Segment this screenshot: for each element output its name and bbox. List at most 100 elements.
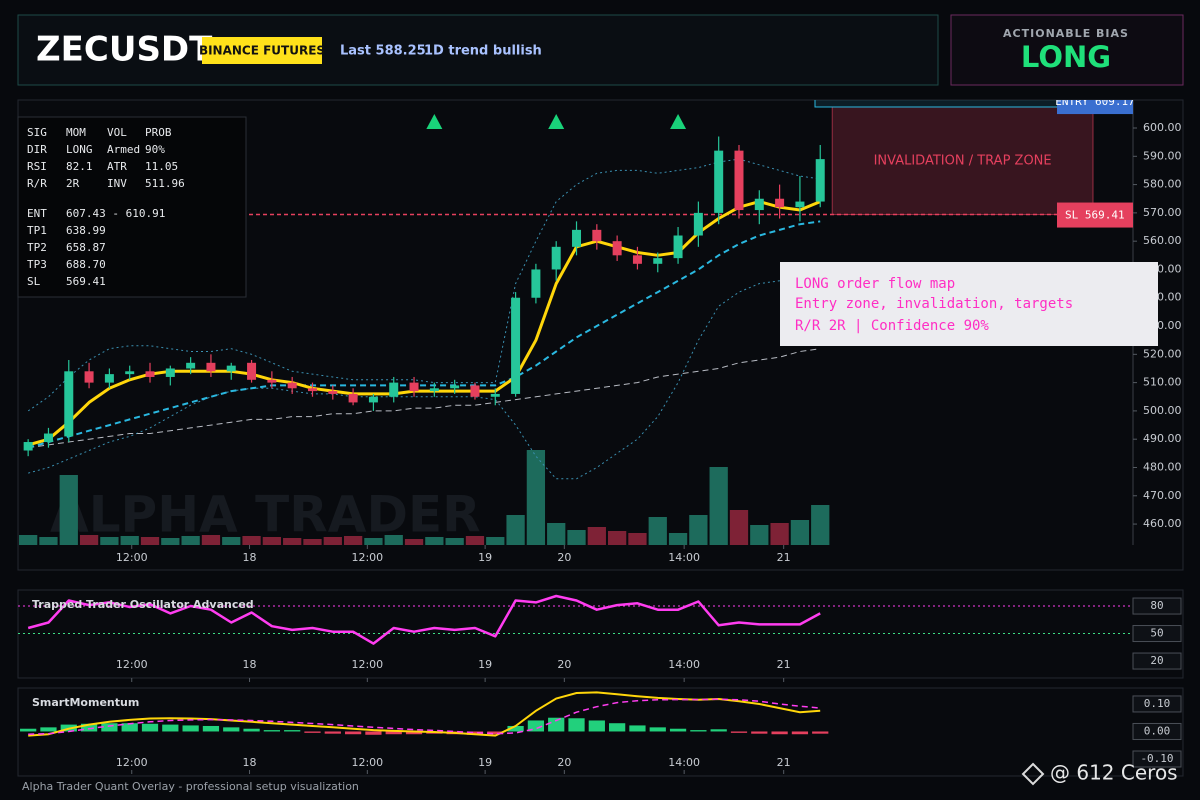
histogram-bar — [791, 731, 809, 735]
x-tick-label: 12:00 — [351, 756, 383, 769]
y-tick-label: 20 — [1150, 654, 1163, 667]
bias-value: LONG — [1021, 40, 1111, 74]
y-tick-label: 580.00 — [1143, 178, 1182, 191]
info-cell: 638.99 — [66, 224, 106, 237]
candle-body — [389, 382, 399, 397]
info-cell: 658.87 — [66, 241, 106, 254]
histogram-bar — [487, 731, 504, 735]
info-cell: 11.05 — [145, 160, 178, 173]
y-tick-label: 80 — [1150, 599, 1163, 612]
histogram-bar — [344, 731, 362, 735]
histogram-bar — [324, 731, 341, 734]
candle-body — [247, 362, 257, 380]
candle-body — [673, 235, 683, 259]
oscillator-line — [27, 594, 821, 645]
volume-bar — [161, 538, 180, 545]
candle-body — [714, 150, 724, 213]
info-cell: INV — [107, 177, 127, 190]
candle-body — [653, 258, 663, 264]
volume-bar — [689, 515, 708, 545]
x-tick-label: 12:00 — [351, 658, 383, 671]
y-tick-label: -0.10 — [1140, 752, 1173, 765]
momentum-panel — [17, 687, 1184, 777]
y-tick-label: 50 — [1150, 627, 1163, 640]
volume-bar — [607, 531, 627, 545]
volume-bar — [587, 527, 606, 545]
volume-bar — [100, 537, 119, 545]
entry-label: ENTRY 609.17 — [1055, 95, 1134, 108]
watermark: ALPHA TRADER — [50, 486, 481, 544]
histogram-bar — [243, 728, 260, 732]
momentum-plot — [20, 691, 829, 737]
histogram-bar — [365, 731, 382, 735]
x-tick-label: 14:00 — [668, 658, 700, 671]
histogram-bar — [182, 725, 199, 732]
info-cell: DIR — [27, 143, 47, 156]
histogram-bar — [527, 720, 545, 732]
x-tick-label: 18 — [243, 658, 257, 671]
info-cell: 607.43 - 610.91 — [66, 207, 165, 220]
histogram-bar — [162, 724, 179, 732]
stop-label: SL 569.41 — [1065, 209, 1125, 222]
y-tick-box — [1132, 652, 1182, 670]
info-table-box — [17, 116, 247, 298]
histogram-bar — [649, 727, 666, 732]
momentum-line — [28, 691, 821, 737]
overlay-line — [28, 274, 821, 480]
volume-bar — [242, 536, 261, 545]
volume-bar — [648, 517, 667, 545]
y-tick-label: 510.00 — [1143, 376, 1182, 389]
exchange-badge — [202, 37, 322, 64]
info-cell: LONG — [66, 143, 93, 156]
invalidation-zone — [831, 106, 1094, 216]
x-tick-label: 21 — [777, 658, 791, 671]
histogram-bar — [548, 717, 565, 732]
footer: Alpha Trader Quant Overlay - professiona… — [22, 780, 359, 793]
volume-bar — [770, 523, 789, 545]
volume-bar — [668, 533, 688, 545]
zone-label: INVALIDATION / TRAP ZONE — [874, 153, 1052, 168]
candle-body — [754, 198, 764, 211]
histogram-bar — [669, 728, 687, 732]
exchange: BINANCE FUTURES — [199, 44, 325, 58]
volume-bar — [140, 537, 160, 545]
volume-bar — [790, 520, 810, 545]
candle-body — [795, 201, 805, 208]
candle-body — [592, 229, 602, 242]
histogram-bar — [588, 720, 605, 732]
info-cell: 82.1 — [66, 160, 93, 173]
info-cell: 569.41 — [66, 275, 106, 288]
volume-bar — [384, 535, 403, 545]
candle-body — [64, 371, 74, 437]
candle-body — [84, 371, 94, 383]
histogram-bar — [202, 725, 220, 732]
bias-box — [950, 14, 1184, 86]
candle-body — [206, 362, 216, 372]
x-tick-label: 19 — [478, 551, 492, 564]
y-tick-label: 480.00 — [1143, 460, 1182, 473]
info-cell: Armed — [107, 143, 140, 156]
y-tick-box — [1132, 597, 1182, 615]
candle-body — [551, 246, 561, 270]
candle-body — [775, 198, 785, 208]
y-tick-label: 520.00 — [1143, 347, 1182, 360]
histogram-bar — [690, 730, 707, 732]
volume-bar — [547, 523, 566, 545]
bias-label: ACTIONABLE BIAS — [1003, 27, 1129, 40]
histogram-bar — [771, 731, 788, 735]
volume-bar — [59, 475, 78, 545]
entry-label-box — [1057, 100, 1133, 115]
candle-body — [511, 297, 521, 394]
candle-body — [145, 371, 155, 377]
x-tick-label: 18 — [243, 756, 257, 769]
momentum-axes: 12:00 18 12:00 19 20 14:00 21 SmartMomentum 0.10… — [32, 695, 1182, 774]
panel-title: SmartMomentum — [32, 696, 139, 709]
histogram-bar — [223, 727, 240, 732]
volume-bar — [425, 537, 444, 545]
histogram-bar — [466, 731, 484, 735]
info-table: SIG MOM VOL PROB DIR LONG Armed 90% RSI 82.1 ATR 11… — [27, 126, 185, 288]
symbol: ZECUSDT — [36, 30, 213, 70]
candle-body — [612, 241, 622, 256]
candle-body — [531, 269, 541, 298]
